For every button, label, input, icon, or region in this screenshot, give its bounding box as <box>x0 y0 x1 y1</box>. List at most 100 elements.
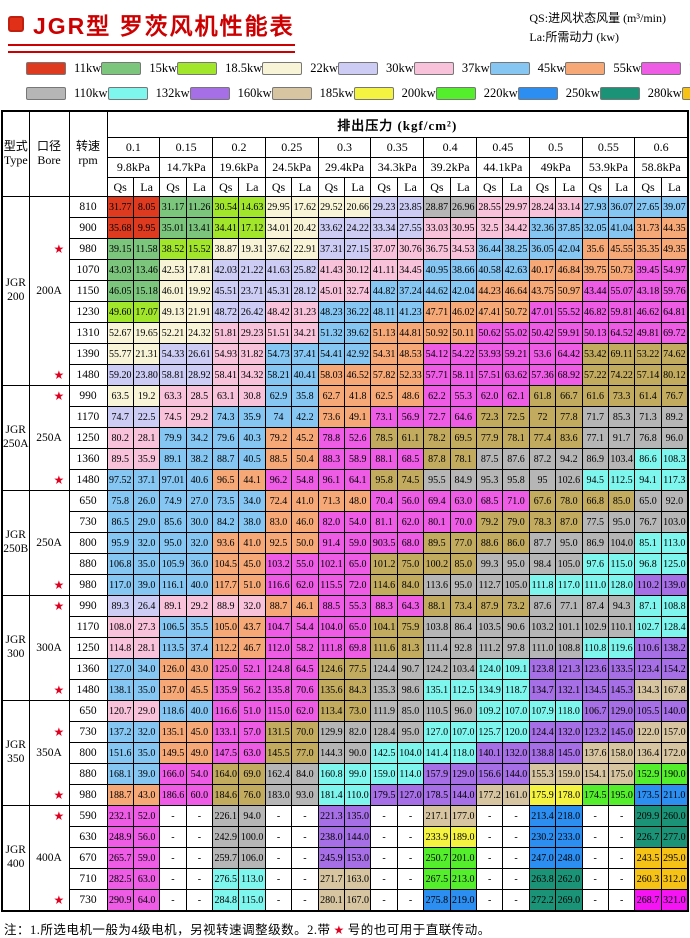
qs-cell: 57.71 <box>423 364 451 386</box>
rpm-cell: 1480 ★ <box>54 364 108 386</box>
qs-cell: 120.7 <box>106 700 134 722</box>
la-cell: 56.0 <box>132 826 161 848</box>
la-cell: 213.0 <box>449 868 477 890</box>
legend-swatch-37 <box>413 62 454 75</box>
qs-cell: 35.6 <box>581 238 609 260</box>
qs-cell: 86.9 <box>581 448 609 470</box>
qs-cell: 42.53 <box>159 259 187 281</box>
la-cell: 73.2 <box>502 595 530 617</box>
legend-item: 280kw <box>599 86 682 101</box>
legend-swatch-315 <box>681 87 690 100</box>
qs-cell: 29.95 <box>264 196 293 218</box>
table-row: 1390 55.77 21.31 54.33 26.61 54.93 31.82 54.73 3… <box>2 343 689 365</box>
la-cell: 49.0 <box>185 742 214 764</box>
legend-swatch-280 <box>599 87 640 100</box>
table-row: 800 95.9 32.0 95.0 32.0 93.6 41.0 92.5 50.0 91.4 5… <box>2 532 689 554</box>
qs-cell: 276.5 <box>212 868 240 890</box>
qs-cell: 57.82 <box>370 364 398 386</box>
qs-cell: 74.9 <box>159 490 187 512</box>
qs-cell: 99.3 <box>475 553 504 575</box>
qs-cell: 72.4 <box>264 490 293 512</box>
la-cell: 71.0 <box>502 490 530 512</box>
rpm-cell: 650 <box>68 490 108 512</box>
qs-cell: 209.9 <box>634 805 662 827</box>
qs-cell: 81.1 <box>370 511 398 533</box>
la-cell: 154.2 <box>660 658 689 680</box>
legend-item: 11kw <box>26 61 101 76</box>
la-cell: 23.71 <box>238 280 266 302</box>
qs-cell: - <box>581 847 609 869</box>
qs-cell: - <box>370 805 398 827</box>
la-cell: 92.8 <box>449 637 477 659</box>
qs-cell: 124.6 <box>317 658 346 680</box>
qs-cell: - <box>581 868 609 890</box>
la-cell: - <box>607 805 636 827</box>
header-pressure-0.5: 0.5 <box>528 137 583 158</box>
qs-cell: 37.07 <box>370 238 398 260</box>
la-cell: 103.4 <box>607 448 636 470</box>
la-cell: 27.3 <box>132 616 161 638</box>
la-cell: 82.0 <box>344 721 372 743</box>
la-cell: 66.7 <box>555 385 583 407</box>
la-cell: 159.0 <box>555 763 583 785</box>
la-cell: 128.4 <box>660 616 689 638</box>
qs-cell: 33.03 <box>423 217 451 239</box>
qs-cell: 221.3 <box>317 805 346 827</box>
qs-cell: 33.34 <box>370 217 398 239</box>
qs-cell: 166.0 <box>159 763 187 785</box>
header-bore: 口径 Bore <box>28 110 70 197</box>
la-cell: 95.8 <box>502 469 530 491</box>
qs-cell: 37.62 <box>264 238 293 260</box>
la-cell: 132.0 <box>502 742 530 764</box>
la-cell: 32.0 <box>132 532 161 554</box>
qs-cell: 259.7 <box>212 847 240 869</box>
qs-cell: 30.54 <box>212 196 240 218</box>
qs-cell: 101.2 <box>370 553 398 575</box>
la-cell: 28.1 <box>132 427 161 449</box>
qs-cell: - <box>159 847 187 869</box>
la-cell: 44.1 <box>238 469 266 491</box>
qs-cell: 145.5 <box>264 742 293 764</box>
legend-item: 250kw <box>517 86 600 101</box>
qs-cell: 102.9 <box>581 616 609 638</box>
qs-cell: 43.18 <box>634 280 662 302</box>
qs-cell: 73.5 <box>212 490 240 512</box>
type-cell: JGR 250B <box>1 490 30 596</box>
la-cell: 132.1 <box>555 679 583 701</box>
qs-cell: - <box>475 868 504 890</box>
qs-cell: 142.5 <box>370 742 398 764</box>
la-cell: 48.53 <box>396 343 425 365</box>
la-cell: 34.53 <box>449 238 477 260</box>
la-cell: 262.0 <box>555 868 583 890</box>
qs-cell: 51.81 <box>212 322 240 344</box>
la-cell: 68.92 <box>555 364 583 386</box>
la-cell: 163.0 <box>344 868 372 890</box>
qs-cell: 89.5 <box>423 532 451 554</box>
la-cell: 34.2 <box>185 427 214 449</box>
qs-cell: 52.67 <box>106 322 134 344</box>
qs-cell: 45.51 <box>212 280 240 302</box>
la-cell: 51.0 <box>238 574 266 596</box>
table-row: 730 86.5 29.0 85.6 30.0 84.2 38.0 83.0 46.0 82.0 5… <box>2 511 689 533</box>
qs-cell: 31.77 <box>106 196 134 218</box>
qs-cell: 87.9 <box>475 595 504 617</box>
la-cell: 96.0 <box>660 427 689 449</box>
qs-cell: 49.13 <box>159 301 187 323</box>
la-cell: 201.0 <box>449 847 477 869</box>
la-cell: 113.0 <box>238 868 266 890</box>
type-cell: JGR 200 <box>1 196 30 386</box>
qs-cell: - <box>475 805 504 827</box>
la-cell: 22.5 <box>132 406 161 428</box>
qs-cell: 79.9 <box>159 427 187 449</box>
legend-swatch-185 <box>271 87 312 100</box>
qs-cell: 88.3 <box>317 448 346 470</box>
qs-cell: 54.93 <box>212 343 240 365</box>
qs-cell: 50.92 <box>423 322 451 344</box>
la-cell: 125.0 <box>660 553 689 575</box>
qs-cell: 140.1 <box>475 742 504 764</box>
qs-cell: 53.22 <box>634 343 662 365</box>
la-cell: 87.0 <box>555 511 583 533</box>
la-cell: 75.0 <box>396 553 425 575</box>
la-cell: 29.97 <box>502 196 530 218</box>
la-cell: - <box>396 826 425 848</box>
